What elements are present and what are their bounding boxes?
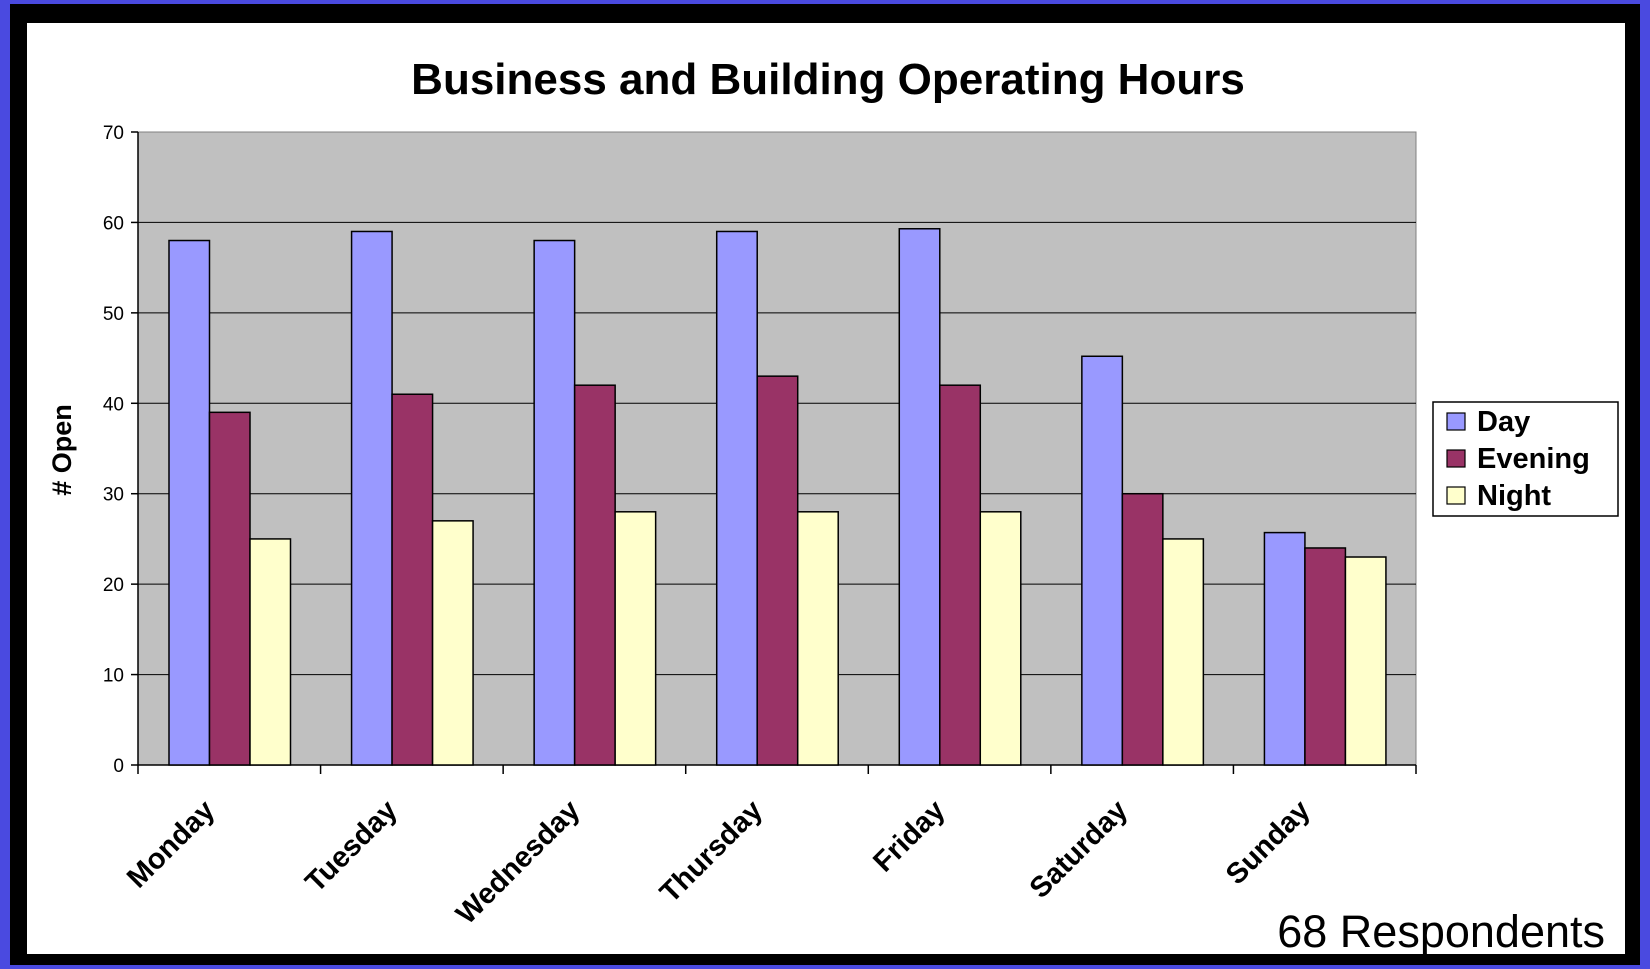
bar-night-sunday [1344,556,1387,766]
y-tick-label: 20 [103,575,124,596]
bar-evening-wednesday [573,384,616,766]
bar-day-wednesday [533,239,576,766]
y-tick-label: 40 [103,394,124,415]
bar-night-thursday [796,511,839,766]
bar-evening-sunday [1304,547,1347,766]
bar-night-wednesday [614,511,657,766]
y-tick-label: 50 [103,304,124,325]
bar-day-sunday [1263,531,1306,766]
bar-day-saturday [1081,355,1124,766]
legend-label-day: Day [1477,406,1530,438]
bar-evening-friday [939,384,982,766]
y-tick-label: 30 [103,485,124,506]
legend-swatch-evening [1446,449,1466,468]
bar-day-tuesday [350,230,393,766]
bar-night-saturday [1162,538,1205,766]
bar-night-friday [979,511,1022,766]
bar-evening-tuesday [391,393,434,766]
bar-evening-thursday [756,375,799,766]
y-tick-label: 10 [103,666,124,687]
chart-title: Business and Building Operating Hours [411,55,1245,104]
bar-day-friday [898,228,941,766]
bar-night-tuesday [431,520,474,766]
legend-swatch-night [1446,486,1466,505]
legend-label-night: Night [1477,480,1551,512]
y-tick-label: 0 [113,756,124,777]
bar-night-monday [249,538,292,766]
legend-swatch-day [1446,412,1466,431]
bar-evening-monday [208,411,251,766]
legend: Day Evening Night [1432,401,1619,517]
bar-day-monday [168,239,211,766]
y-tick-label: 60 [103,213,124,234]
y-axis-label: # Open [47,404,77,496]
bar-day-thursday [715,230,758,766]
respondents-annotation: 68 Respondents [1277,906,1605,957]
bar-evening-saturday [1121,492,1164,766]
y-tick-label: 70 [103,123,124,144]
legend-label-evening: Evening [1477,443,1590,475]
